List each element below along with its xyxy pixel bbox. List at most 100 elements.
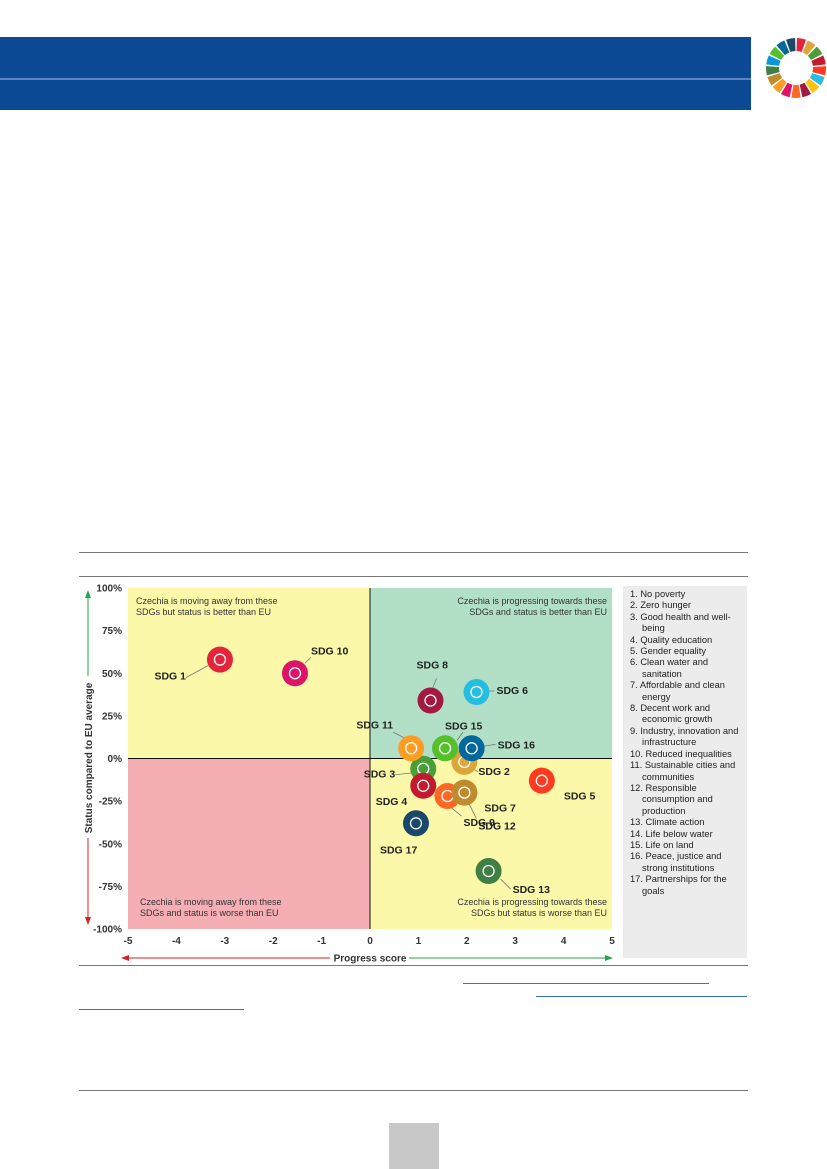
quadrant-label-top-left: Czechia is moving away from these — [136, 596, 278, 606]
sdg-legend: 1. No poverty 2. Zero hunger 3. Good healt… — [623, 586, 747, 958]
icon-glyph — [424, 694, 437, 707]
x-axis-title: Progress score — [334, 954, 407, 965]
legend-entry: 6. Clean water and — [630, 657, 709, 668]
quadrant-top-right — [370, 588, 612, 759]
eye-earth-icon — [475, 858, 502, 885]
page-number-box — [389, 1123, 439, 1169]
icon-glyph — [470, 685, 483, 699]
point-sdg-6: SDG 6 — [463, 679, 528, 706]
quadrant-bottom-left — [128, 758, 370, 929]
legend-entry: 9. Industry, innovation and — [630, 725, 739, 736]
wheel-segment — [799, 82, 812, 98]
dove-icon — [458, 735, 485, 762]
wheel-segment — [767, 73, 783, 86]
source-link-underline[interactable] — [463, 983, 709, 984]
legend-entry: 4. Quality education — [630, 634, 713, 645]
leader-line — [185, 665, 209, 678]
leader-line — [483, 743, 496, 747]
x-tick-label: -2 — [269, 936, 278, 947]
wheel-segment — [805, 78, 820, 94]
leader-line — [304, 656, 312, 664]
legend-entry: 3. Good health and well- — [630, 611, 731, 622]
legend-entry: infrastructure — [642, 737, 697, 748]
legend-entry: economic growth — [642, 714, 713, 725]
legend-entry: 8. Decent work and — [630, 703, 711, 714]
legend-entry: strong institutions — [642, 862, 715, 873]
y-tick-label: -100% — [93, 925, 122, 936]
wheel-segment — [780, 82, 793, 98]
quadrant-label-bottom-left: SDGs and status is worse than EU — [140, 908, 279, 918]
icon-glyph — [482, 864, 495, 878]
x-tick-label: -3 — [220, 936, 229, 947]
point-label: SDG 1 — [154, 671, 186, 683]
wheel-segment — [812, 66, 826, 76]
family-icon — [206, 646, 233, 673]
x-tick-label: 5 — [609, 936, 615, 947]
source-link-underline-3[interactable] — [79, 1009, 244, 1010]
legend-entry: production — [642, 805, 686, 816]
footnote-rule — [79, 1090, 748, 1091]
wheel-segment — [811, 55, 826, 66]
x-arrow-left-head — [121, 955, 129, 961]
point-label: SDG 12 — [478, 821, 516, 833]
leader-line — [432, 678, 437, 689]
wheel-segment — [772, 78, 787, 94]
legend-entry: 5. Gender equality — [630, 646, 706, 657]
quadrant-label-bottom-left: Czechia is moving away from these — [140, 897, 282, 907]
wheel-segment — [786, 38, 796, 52]
wheel-segment — [796, 38, 806, 52]
icon-glyph — [213, 653, 227, 666]
point-sdg-16: SDG 16 — [458, 735, 535, 762]
legend-entry: 7. Affordable and clean — [630, 680, 725, 691]
gender-icon — [528, 767, 555, 794]
wheel-segment — [769, 46, 785, 60]
point-label: SDG 5 — [564, 791, 596, 803]
x-tick-label: 2 — [464, 936, 470, 947]
point-sdg-13: SDG 13 — [475, 858, 550, 896]
point-label: SDG 7 — [484, 803, 516, 815]
quadrant-label-top-right: Czechia is progressing towards these — [457, 596, 607, 606]
legend-entry: 10. Reduced inequalities — [630, 748, 732, 759]
leader-line — [392, 731, 406, 739]
y-tick-label: 100% — [96, 584, 122, 595]
quadrant-label-bottom-right: SDGs but status is worse than EU — [471, 908, 607, 918]
x-tick-label: 0 — [367, 936, 373, 947]
infinity-icon — [451, 779, 478, 806]
point-label: SDG 17 — [380, 844, 418, 856]
quadrant-label-top-left: SDGs but status is better than EU — [136, 607, 271, 617]
figure-title-rule — [79, 576, 748, 577]
point-sdg-12: SDG 12 — [451, 779, 516, 833]
point-sdg-4: SDG 4 — [376, 772, 437, 808]
quadrant-top-left — [128, 588, 370, 759]
legend-entry: 12. Responsible — [630, 782, 697, 793]
header-subband — [0, 80, 751, 110]
legend-entry: energy — [642, 691, 671, 702]
y-tick-label: 50% — [102, 669, 122, 680]
book-icon — [410, 772, 437, 799]
tree-icon — [432, 735, 459, 762]
y-arrow-up-head — [85, 590, 91, 598]
point-label: SDG 11 — [356, 719, 393, 731]
point-sdg-8: SDG 8 — [417, 660, 448, 714]
legend-entry: 17. Partnerships for the — [630, 874, 727, 885]
y-axis-title: Status compared to EU average — [84, 682, 95, 833]
leader-line — [456, 732, 464, 741]
icon-glyph — [535, 774, 548, 787]
point-label: SDG 6 — [496, 685, 528, 697]
legend-entry: communities — [642, 771, 695, 782]
point-label: SDG 3 — [364, 769, 396, 781]
quadrant-label-bottom-right: Czechia is progressing towards these — [457, 897, 607, 907]
y-tick-label: 75% — [102, 626, 122, 637]
wheel-segment — [791, 84, 801, 98]
point-label: SDG 2 — [478, 766, 510, 778]
x-tick-label: -5 — [124, 936, 133, 947]
rings-icon — [402, 810, 429, 837]
header-band — [0, 37, 751, 78]
icon-glyph — [417, 779, 430, 792]
water-drop-icon — [463, 679, 490, 706]
icon-glyph — [465, 742, 478, 755]
figure-bottom-rule — [79, 965, 748, 966]
point-label: SDG 9 — [463, 817, 495, 829]
source-link-underline-2[interactable] — [536, 996, 747, 997]
x-tick-label: -1 — [317, 936, 326, 947]
